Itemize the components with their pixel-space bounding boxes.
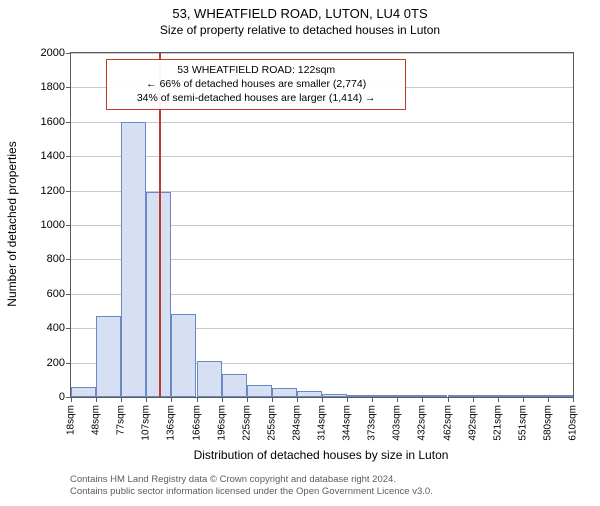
xtick-label: 492sqm xyxy=(467,405,478,441)
xtick-mark xyxy=(121,397,122,402)
xtick-label: 432sqm xyxy=(417,405,428,441)
ytick-mark xyxy=(66,53,71,54)
xtick-label: 373sqm xyxy=(367,405,378,441)
histogram-bar xyxy=(397,395,422,397)
histogram-bar xyxy=(71,387,96,397)
ytick-label: 1400 xyxy=(41,150,65,162)
ytick-mark xyxy=(66,294,71,295)
xtick-label: 166sqm xyxy=(191,405,202,441)
xtick-label: 610sqm xyxy=(568,405,579,441)
xtick-mark xyxy=(498,397,499,402)
xtick-mark xyxy=(548,397,549,402)
histogram-bar xyxy=(121,122,146,397)
footer-line-1: Contains HM Land Registry data © Crown c… xyxy=(70,474,433,486)
histogram-bar xyxy=(171,314,196,397)
xtick-mark xyxy=(247,397,248,402)
ytick-label: 0 xyxy=(59,391,65,403)
ytick-mark xyxy=(66,122,71,123)
xtick-mark xyxy=(96,397,97,402)
xtick-mark xyxy=(372,397,373,402)
xtick-label: 77sqm xyxy=(116,405,127,435)
histogram-bar xyxy=(498,395,523,397)
xtick-label: 344sqm xyxy=(342,405,353,441)
histogram-bar xyxy=(322,394,347,397)
histogram-bar xyxy=(473,395,498,397)
histogram-bar xyxy=(523,395,548,397)
y-axis-label: Number of detached properties xyxy=(5,141,19,306)
xtick-mark xyxy=(272,397,273,402)
xtick-label: 107sqm xyxy=(141,405,152,441)
xtick-label: 48sqm xyxy=(91,405,102,435)
ytick-mark xyxy=(66,363,71,364)
xtick-mark xyxy=(573,397,574,402)
ytick-label: 1200 xyxy=(41,185,65,197)
xtick-mark xyxy=(197,397,198,402)
histogram-bar xyxy=(422,395,447,397)
chart-subtitle: Size of property relative to detached ho… xyxy=(0,23,600,37)
xtick-mark xyxy=(322,397,323,402)
ytick-label: 1800 xyxy=(41,81,65,93)
footer-attribution: Contains HM Land Registry data © Crown c… xyxy=(70,474,433,498)
xtick-mark xyxy=(222,397,223,402)
plot-area: 020040060080010001200140016001800200018s… xyxy=(70,52,574,398)
ytick-label: 600 xyxy=(47,288,65,300)
histogram-bar xyxy=(272,388,297,397)
ytick-label: 1000 xyxy=(41,219,65,231)
ytick-mark xyxy=(66,328,71,329)
ytick-label: 200 xyxy=(47,357,65,369)
ytick-label: 2000 xyxy=(41,47,65,59)
xtick-label: 18sqm xyxy=(66,405,77,435)
histogram-bar xyxy=(96,316,121,397)
xtick-label: 314sqm xyxy=(317,405,328,441)
xtick-label: 521sqm xyxy=(492,405,503,441)
histogram-bar xyxy=(247,385,272,397)
info-box: 53 WHEATFIELD ROAD: 122sqm← 66% of detac… xyxy=(106,59,406,110)
info-box-line: 34% of semi-detached houses are larger (… xyxy=(113,91,399,105)
ytick-label: 400 xyxy=(47,322,65,334)
xtick-mark xyxy=(422,397,423,402)
footer-line-2: Contains public sector information licen… xyxy=(70,486,433,498)
ytick-mark xyxy=(66,225,71,226)
histogram-bar xyxy=(347,395,372,397)
xtick-label: 136sqm xyxy=(166,405,177,441)
xtick-mark xyxy=(473,397,474,402)
xtick-mark xyxy=(347,397,348,402)
chart-title: 53, WHEATFIELD ROAD, LUTON, LU4 0TS xyxy=(0,6,600,21)
xtick-mark xyxy=(448,397,449,402)
histogram-bar xyxy=(222,374,247,397)
histogram-bar xyxy=(448,395,473,397)
xtick-label: 196sqm xyxy=(216,405,227,441)
ytick-mark xyxy=(66,191,71,192)
xtick-mark xyxy=(523,397,524,402)
ytick-mark xyxy=(66,259,71,260)
xtick-label: 403sqm xyxy=(392,405,403,441)
info-box-line: ← 66% of detached houses are smaller (2,… xyxy=(113,77,399,91)
xtick-label: 580sqm xyxy=(542,405,553,441)
xtick-mark xyxy=(146,397,147,402)
ytick-label: 1600 xyxy=(41,116,65,128)
info-box-line: 53 WHEATFIELD ROAD: 122sqm xyxy=(113,63,399,77)
xtick-mark xyxy=(171,397,172,402)
xtick-label: 551sqm xyxy=(517,405,528,441)
xtick-mark xyxy=(71,397,72,402)
ytick-label: 800 xyxy=(47,253,65,265)
histogram-bar xyxy=(372,395,397,397)
xtick-label: 462sqm xyxy=(442,405,453,441)
xtick-label: 225sqm xyxy=(241,405,252,441)
xtick-label: 284sqm xyxy=(291,405,302,441)
histogram-bar xyxy=(297,391,322,397)
ytick-mark xyxy=(66,156,71,157)
histogram-bar xyxy=(197,361,222,397)
xtick-mark xyxy=(397,397,398,402)
ytick-mark xyxy=(66,87,71,88)
histogram-bar xyxy=(548,395,573,397)
gridline xyxy=(71,53,573,54)
chart-container: 53, WHEATFIELD ROAD, LUTON, LU4 0TS Size… xyxy=(0,6,600,506)
xtick-label: 255sqm xyxy=(266,405,277,441)
xtick-mark xyxy=(297,397,298,402)
x-axis-label: Distribution of detached houses by size … xyxy=(194,448,449,462)
